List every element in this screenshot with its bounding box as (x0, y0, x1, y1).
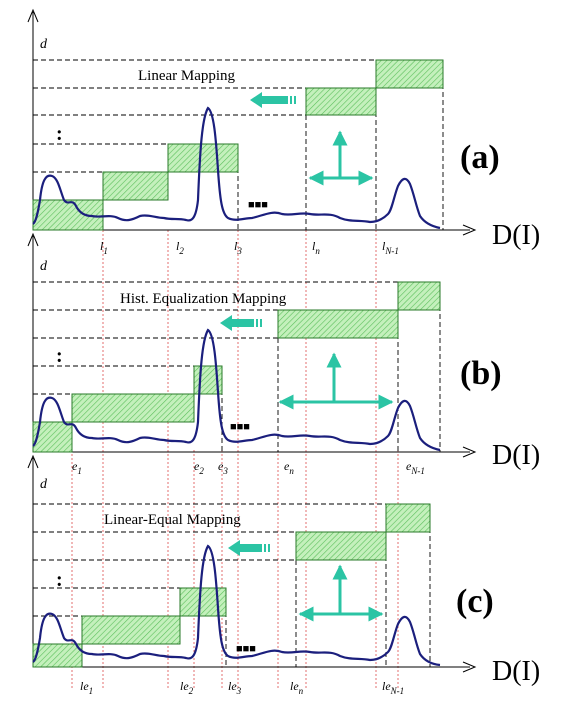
tick-label: leN-1 (382, 679, 404, 696)
step-box (305, 87, 377, 116)
tick-label: ln (312, 239, 320, 256)
horizontal-dots: ■■■ (230, 421, 250, 433)
step-box (32, 643, 83, 668)
y-axis-arrowhead-b (27, 232, 39, 247)
x-axis-label-a: D(I) (492, 220, 540, 251)
step-box (71, 393, 195, 423)
step-box (277, 309, 399, 339)
panel-title-b: Hist. Equalization Mapping (120, 291, 287, 307)
x-axis-arrowhead-c (462, 661, 477, 673)
panel-tag-b: (b) (460, 355, 502, 392)
red-guides (71, 230, 399, 690)
panel-a: d D(I) Linear Mapping (a) (27, 8, 540, 256)
step-box (397, 281, 441, 311)
panel-title-a: Linear Mapping (138, 68, 236, 84)
panel-tag-c: (c) (456, 583, 494, 620)
y-axis-label-b: d (40, 259, 48, 274)
step-box (102, 171, 169, 201)
panel-tag-a: (a) (460, 139, 500, 176)
tick-label: e2 (194, 459, 204, 476)
panel-b: d D(I) Hist. Equalization Mapping (b) : (27, 232, 540, 476)
histogram-curve (32, 328, 441, 452)
y-axis-label-c: d (40, 477, 48, 492)
step-box (385, 503, 431, 533)
step-box (81, 615, 181, 645)
x-axis-arrowhead-a (462, 224, 477, 236)
tick-label: l2 (176, 239, 184, 256)
step-box (167, 143, 239, 173)
horizontal-dots: ■■■ (248, 199, 268, 211)
tick-label: eN-1 (406, 459, 425, 476)
y-axis-arrowhead-c (27, 454, 39, 469)
tick-label: le3 (228, 679, 242, 696)
tick-label: e3 (218, 459, 228, 476)
x-axis-label-c: D(I) (492, 656, 540, 687)
step-box (295, 531, 387, 561)
tick-label: l1 (100, 239, 108, 256)
left-arrow-icon (250, 92, 296, 108)
vertical-dots: : (56, 123, 63, 145)
y-axis-label-a: d (40, 37, 48, 52)
tick-label: en (284, 459, 294, 476)
tick-label: len (290, 679, 304, 696)
tick-label: le2 (180, 679, 194, 696)
tick-label: l3 (234, 239, 242, 256)
vertical-dots: : (56, 345, 63, 367)
step-box (375, 59, 444, 89)
left-arrow-icon (220, 315, 262, 331)
cross-arrows-icon (308, 130, 374, 186)
panel-title-c: Linear-Equal Mapping (104, 512, 241, 528)
cross-arrows-icon (278, 352, 394, 410)
step-box (32, 421, 73, 453)
tick-label: lN-1 (382, 239, 399, 256)
left-arrow-icon (228, 540, 270, 556)
horizontal-dots: ■■■ (236, 643, 256, 655)
tick-label: le1 (80, 679, 93, 696)
histogram-curve (32, 106, 441, 230)
panel-c: d D(I) Linear-Equal Mapping (c) : ■■ (27, 454, 540, 696)
y-axis-arrowhead-a (27, 8, 39, 23)
histogram-curve (32, 544, 441, 667)
vertical-dots: : (56, 569, 63, 591)
x-axis-label-b: D(I) (492, 440, 540, 471)
cross-arrows-icon (298, 564, 384, 622)
tick-label: e1 (72, 459, 82, 476)
x-axis-arrowhead-b (462, 446, 477, 458)
